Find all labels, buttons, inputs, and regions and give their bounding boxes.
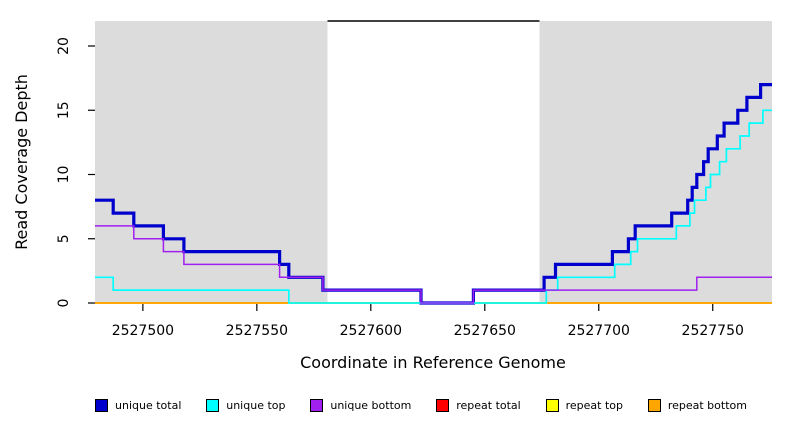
legend-label: repeat bottom: [667, 398, 747, 412]
y-tick-label: 10: [56, 166, 72, 184]
plot-layers: 2527500 2527550 2527600 2527650 2527700 25277…: [56, 20, 772, 339]
legend-swatch-repeat-total: [436, 398, 450, 412]
shaded-region: [95, 21, 328, 304]
legend-swatch-unique-bottom: [310, 398, 324, 412]
y-axis-title: Read Coverage Depth: [12, 74, 31, 250]
series-line-unique-total: [95, 82, 772, 305]
y-tick-label: 20: [56, 37, 72, 55]
legend-item-repeat-top: repeat top: [545, 398, 623, 412]
legend-item-unique-top: unique top: [206, 398, 286, 412]
legend-item-unique-total: unique total: [95, 398, 182, 412]
legend-swatch-repeat-bottom: [647, 398, 661, 412]
legend-swatch-unique-total: [95, 398, 108, 412]
x-tick-label: 2527650: [454, 323, 516, 339]
shaded-region: [539, 21, 772, 304]
legend-label: unique total: [115, 398, 182, 412]
legend-swatch-repeat-top: [545, 398, 559, 412]
legend-label: repeat total: [456, 398, 521, 412]
chart-legend: unique total unique top unique bottom repea…: [95, 396, 747, 414]
legend-swatch-unique-top: [206, 398, 220, 412]
legend-label: unique top: [226, 398, 286, 412]
x-tick-label: 2527550: [226, 323, 288, 339]
legend-label: repeat top: [565, 398, 623, 412]
x-tick-label: 2527500: [112, 323, 174, 339]
y-tick-label: 5: [56, 234, 72, 243]
legend-label: unique bottom: [330, 398, 412, 412]
series-line-unique-bottom: [95, 225, 772, 304]
y-tick-label: 15: [56, 101, 72, 119]
x-tick-label: 2527600: [340, 323, 402, 339]
y-tick-label: 0: [56, 299, 72, 308]
legend-item-repeat-bottom: repeat bottom: [647, 398, 747, 412]
x-tick-label: 2527700: [568, 323, 630, 339]
x-tick-label: 2527750: [682, 323, 744, 339]
series-line-unique-top: [95, 109, 772, 304]
legend-item-unique-bottom: unique bottom: [310, 398, 412, 412]
coverage-plot: 2527500 2527550 2527600 2527650 2527700 25277…: [12, 20, 772, 372]
legend-item-repeat-total: repeat total: [436, 398, 521, 412]
x-axis-title: Coordinate in Reference Genome: [300, 353, 566, 372]
